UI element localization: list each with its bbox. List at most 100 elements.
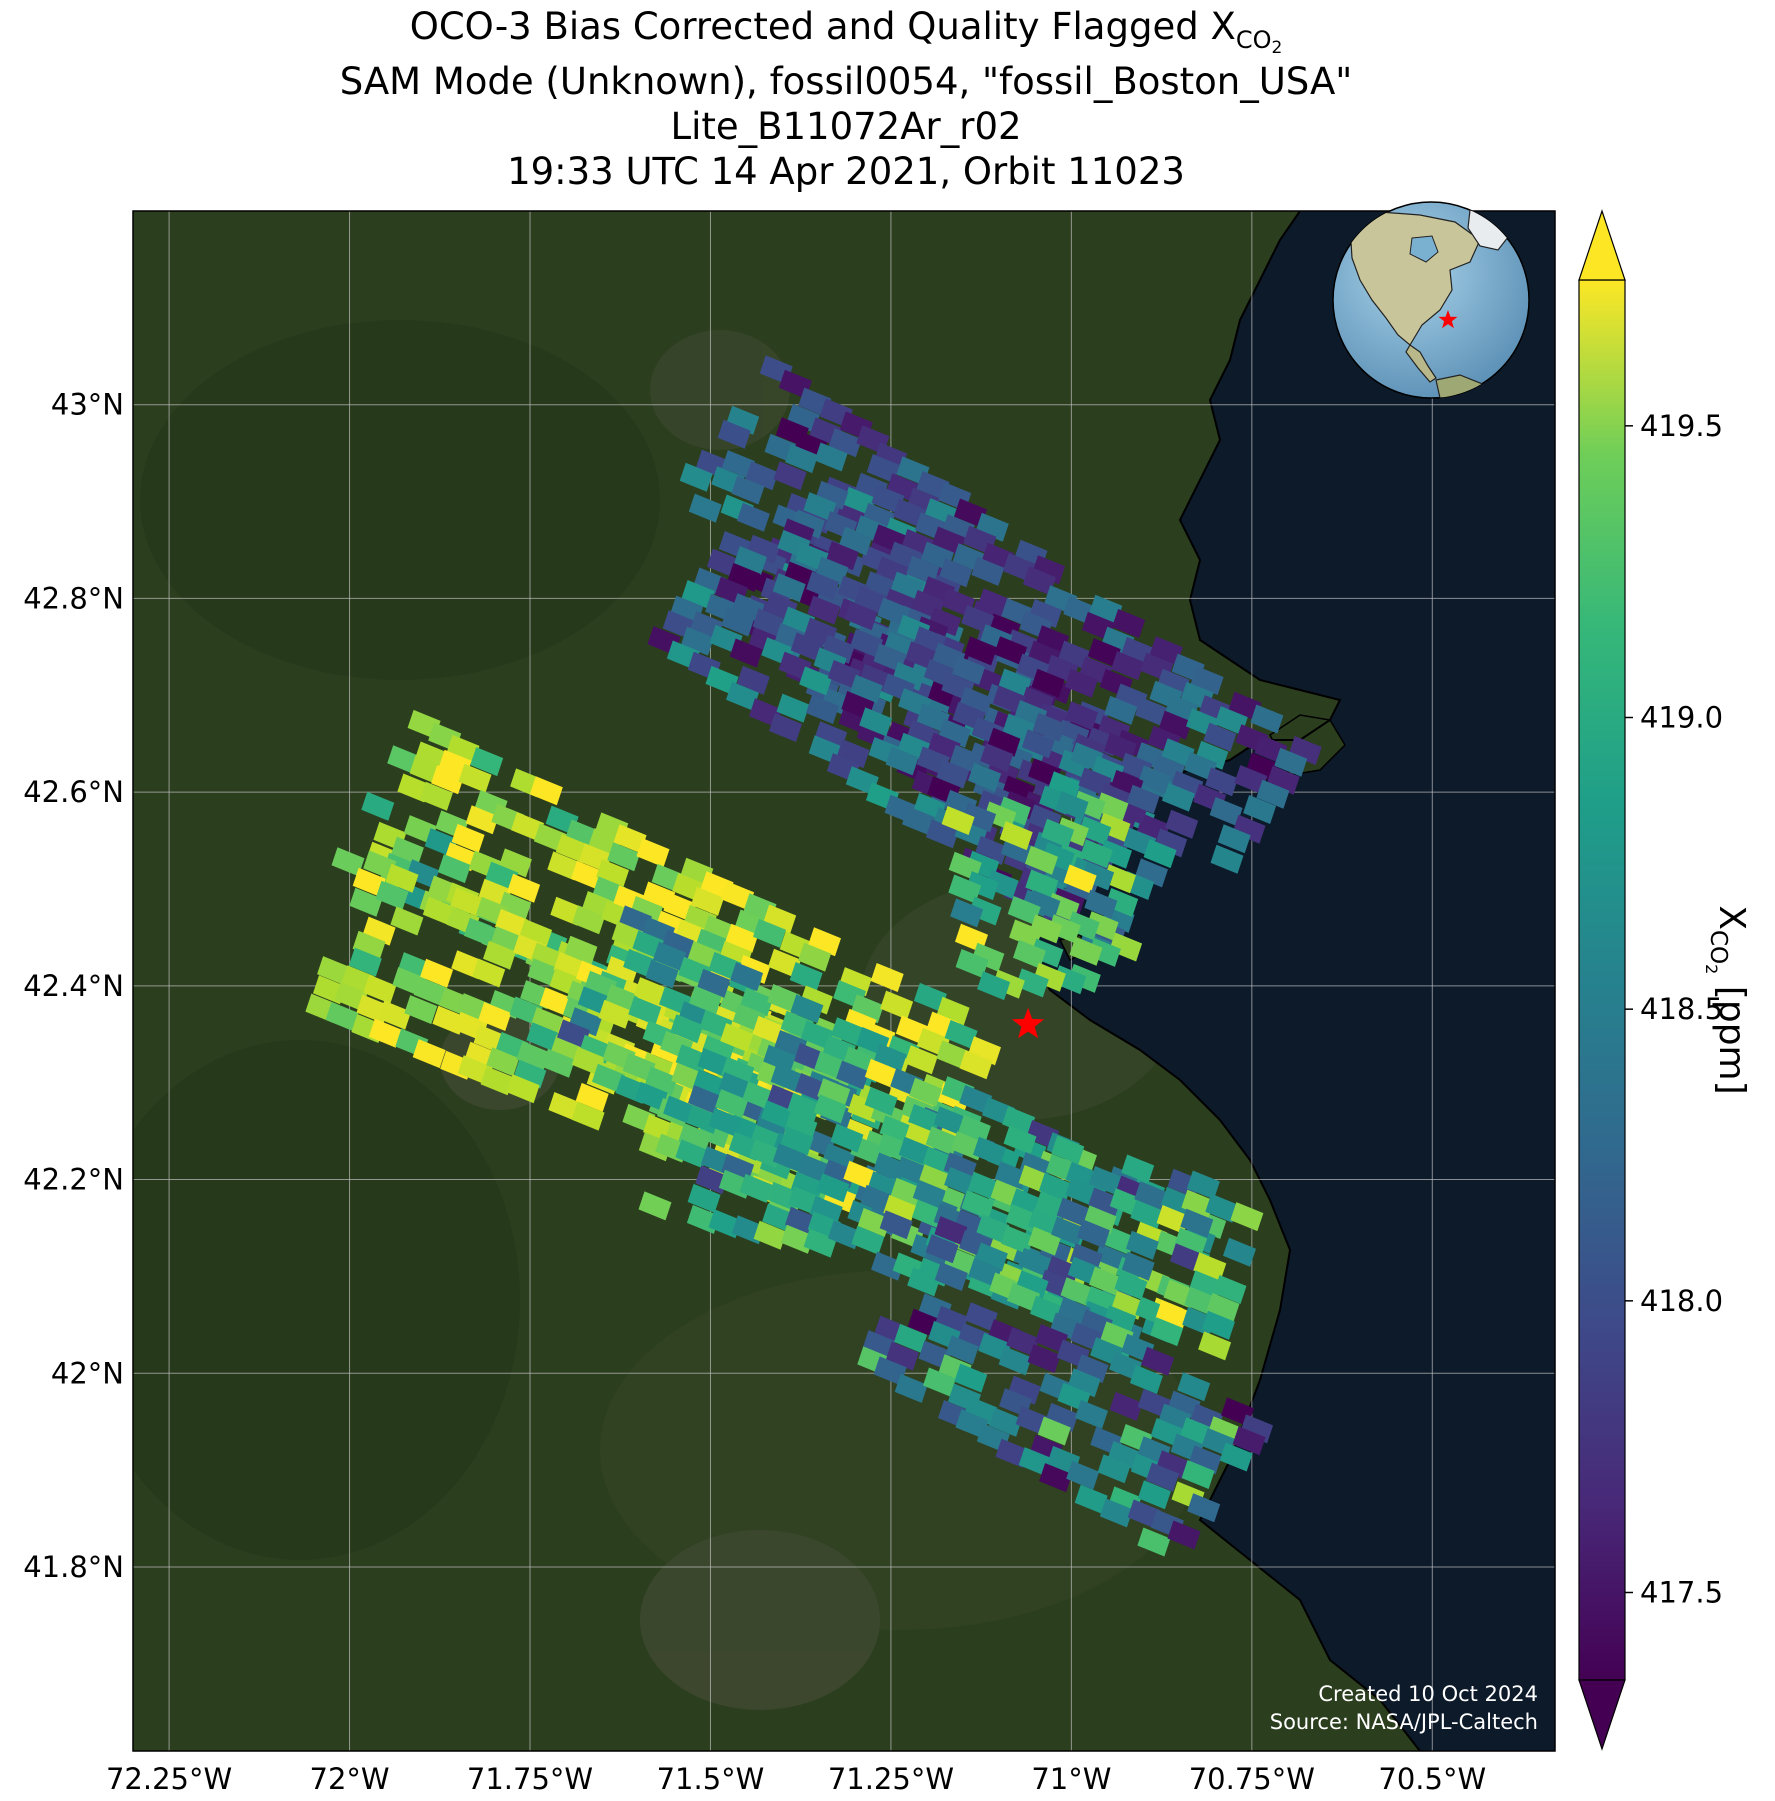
sounding-footprint (1069, 936, 1103, 966)
sounding-footprint (822, 1159, 856, 1189)
sounding-footprint (925, 1126, 959, 1156)
sounding-footprint (890, 1177, 924, 1207)
sounding-footprint (925, 819, 959, 849)
sounding-footprint (1158, 1403, 1192, 1433)
sounding-footprint (1155, 1300, 1189, 1329)
sounding-footprint (636, 838, 670, 868)
sounding-footprint (864, 1086, 898, 1116)
sounding-footprint (1210, 844, 1244, 874)
map-panel[interactable]: Created 10 Oct 2024 Source: NASA/JPL-Cal… (80, 211, 1555, 1751)
sounding-footprint (879, 1210, 913, 1240)
sounding-footprint (1046, 1255, 1080, 1285)
sounding-footprint (912, 1179, 946, 1209)
sounding-footprint (1141, 1346, 1175, 1376)
sounding-footprint (519, 919, 553, 948)
sounding-footprint (458, 763, 492, 793)
sounding-footprint (959, 686, 993, 716)
latitude-tick-labels: 43°N 42.8°N 42.6°N 42.4°N 42.2°N 42°N 41.8°N (23, 388, 124, 1584)
sounding-footprint (718, 1072, 752, 1101)
sounding-footprint (1109, 932, 1143, 962)
sounding-footprint (591, 1063, 625, 1093)
sounding-footprint (773, 461, 807, 491)
sounding-footprint (968, 896, 1002, 926)
sounding-footprint (1129, 1365, 1163, 1394)
sounding-footprint (638, 1191, 672, 1221)
sounding-footprint (1180, 1208, 1214, 1238)
sounding-footprint (1085, 911, 1119, 941)
sounding-footprint (334, 982, 368, 1011)
ocean (1030, 211, 1555, 1751)
sounding-footprint (904, 1045, 938, 1075)
sounding-footprint (1066, 1460, 1100, 1490)
sounding-footprint (908, 1104, 942, 1133)
sounding-footprint (726, 681, 759, 711)
sounding-footprint (1205, 1193, 1239, 1223)
sounding-footprint (568, 1007, 602, 1037)
sounding-footprint (1214, 706, 1248, 736)
sounding-footprint (736, 502, 770, 532)
sounding-footprint (816, 1173, 850, 1203)
sounding-footprint (862, 1330, 896, 1360)
sounding-footprint (450, 887, 484, 917)
sounding-footprint (390, 906, 424, 936)
sounding-footprint (406, 859, 440, 889)
target-marker[interactable] (1011, 1007, 1045, 1039)
colorbar-tick-label: 419.5 (1640, 409, 1723, 443)
sounding-footprint (843, 1160, 877, 1190)
sounding-footprint (1041, 842, 1075, 872)
sounding-footprint (785, 444, 819, 474)
sounding-footprint (1007, 896, 1041, 925)
sounding-footprint (1170, 770, 1204, 800)
sounding-footprint (1089, 1266, 1122, 1296)
sounding-footprint (465, 805, 499, 835)
sounding-footprint (987, 727, 1021, 757)
sounding-footprint (1029, 914, 1063, 944)
sounding-footprint (808, 927, 841, 957)
sounding-footprint (1063, 864, 1097, 894)
sounding-footprint (814, 721, 848, 751)
sounding-footprint (1137, 1527, 1171, 1557)
sounding-footprint (363, 974, 397, 1004)
sounding-footprint (729, 638, 763, 668)
sounding-footprint (1161, 738, 1195, 768)
sounding-footprint (739, 1173, 773, 1203)
sounding-footprint (1028, 598, 1062, 628)
sounding-footprint (697, 1047, 731, 1077)
sounding-footprint (511, 812, 544, 842)
sounding-footprint (1169, 1243, 1203, 1273)
sounding-footprint (963, 803, 997, 833)
sounding-footprint (486, 1047, 520, 1077)
sounding-footprint (564, 935, 598, 965)
sounding-footprint (697, 968, 731, 998)
sounding-footprint (1072, 790, 1106, 820)
sounding-footprint (815, 556, 849, 586)
sounding-footprint (413, 976, 447, 1006)
sounding-footprint (1149, 636, 1183, 666)
sounding-footprint (1038, 1172, 1072, 1202)
sounding-footprint (1143, 839, 1177, 869)
sounding-footprint (998, 1346, 1032, 1376)
sounding-footprint (827, 660, 861, 689)
sounding-footprint (965, 871, 999, 901)
sounding-footprint (1076, 1219, 1110, 1249)
sounding-footprint (598, 999, 632, 1029)
sounding-footprint (961, 1190, 995, 1220)
lon-tick-label: 71°W (1031, 1762, 1111, 1796)
sounding-footprint (1127, 1499, 1161, 1529)
sounding-footprint (1125, 1230, 1159, 1260)
title-line-3: Lite_B11072Ar_r02 (670, 105, 1021, 148)
sounding-footprint (1134, 1181, 1168, 1211)
sounding-footprint (1060, 1277, 1094, 1307)
sounding-footprint (916, 703, 950, 733)
sounding-footprint (478, 1002, 512, 1031)
sounding-footprint (412, 1039, 446, 1069)
sounding-footprint (1027, 1226, 1061, 1256)
sounding-footprint (529, 776, 563, 806)
sounding-footprint (1184, 751, 1218, 781)
sounding-footprint (885, 1341, 919, 1371)
sounding-footprint (572, 905, 606, 935)
sounding-footprint (437, 854, 471, 884)
sounding-footprint (784, 1111, 818, 1141)
sounding-footprint (803, 492, 837, 522)
sounding-footprint (1104, 695, 1138, 725)
